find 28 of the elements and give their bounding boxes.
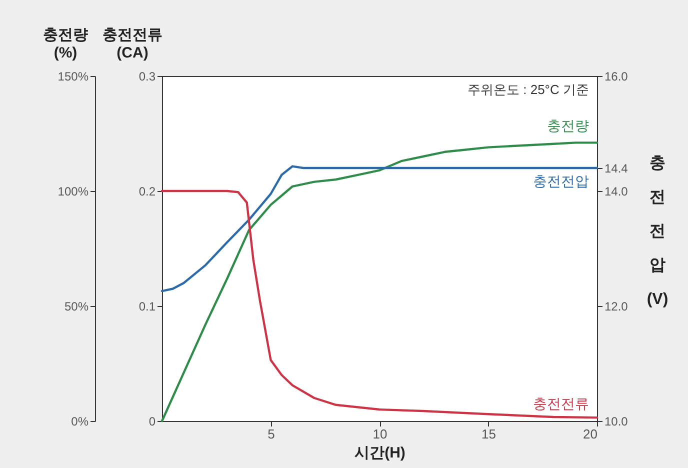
y-tick-label: 0.1	[138, 300, 156, 314]
y-tick-label: 0.2	[138, 184, 156, 198]
y2-tick-label: 14.4	[604, 162, 628, 176]
y2-tick-label: 14.0	[604, 184, 628, 198]
series-label: 충전전류	[533, 396, 589, 412]
y3-tick-label: 0%	[71, 414, 89, 428]
y2-tick-label: 16.0	[604, 70, 628, 84]
y-axis-title: 충전전류 (CA)	[102, 26, 162, 62]
x-tick-label: 15	[482, 426, 496, 442]
annotation: 주위온도 : 25°C 기준	[468, 82, 589, 97]
y-tick-label: 0.3	[138, 70, 156, 84]
series-label: 충전전압	[533, 173, 589, 189]
y3-tick-label: 150%	[58, 70, 89, 84]
y2-tick-label: 12.0	[604, 300, 628, 314]
line-series	[160, 165, 598, 292]
series-label: 충전량	[547, 118, 589, 134]
x-tick-label: 5	[268, 426, 275, 442]
y2-axis-title: 충전전압(V)	[646, 154, 668, 308]
y3-axis-title: 충전량 (%)	[43, 26, 88, 62]
x-tick-label: 20	[583, 426, 598, 442]
x-axis-title: 시간(H)	[354, 444, 406, 462]
x-tick-label: 10	[372, 426, 388, 442]
y3-tick-label: 50%	[64, 300, 89, 314]
y2-tick-label: 10.0	[604, 414, 628, 428]
y3-tick-label: 100%	[58, 184, 89, 198]
line-series	[160, 142, 598, 422]
y-tick-label: 0	[148, 414, 156, 428]
line-series	[160, 190, 598, 419]
